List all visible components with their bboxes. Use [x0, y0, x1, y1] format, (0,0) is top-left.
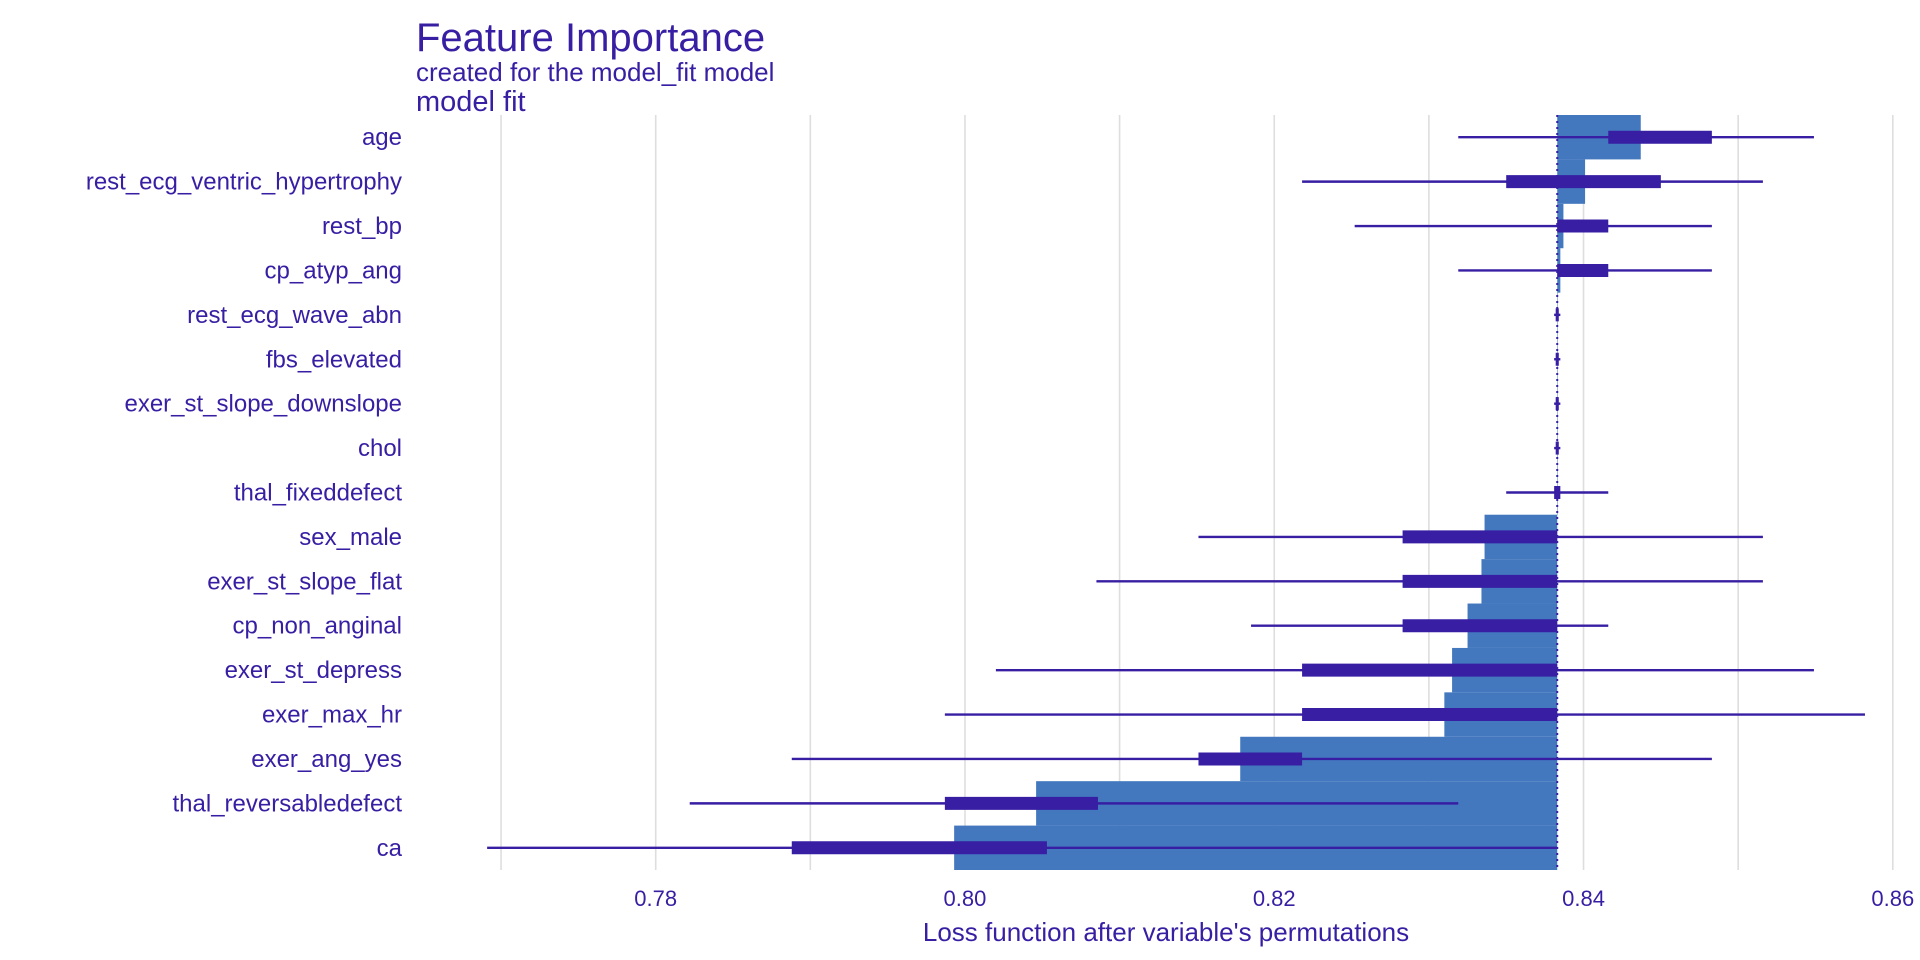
y-label-exer_st_slope_flat: exer_st_slope_flat [207, 568, 402, 595]
y-label-cp_non_anginal: cp_non_anginal [233, 613, 403, 640]
y-label-rest_ecg_wave_abn: rest_ecg_wave_abn [187, 302, 402, 329]
x-tick-2: 0.82 [1253, 886, 1296, 911]
y-label-cp_atyp_ang: cp_atyp_ang [265, 257, 402, 284]
y-label-exer_max_hr: exer_max_hr [262, 702, 402, 729]
y-label-thal_reversabledefect: thal_reversabledefect [173, 790, 403, 817]
chart-title: Feature Importance [416, 16, 765, 60]
y-label-exer_ang_yes: exer_ang_yes [251, 746, 402, 773]
x-tick-1: 0.80 [944, 886, 987, 911]
y-label-ca: ca [377, 835, 403, 862]
x-axis-ticks: 0.78 0.80 0.82 0.84 0.86 [634, 886, 1914, 911]
y-label-exer_st_depress: exer_st_depress [225, 657, 402, 684]
y-label-rest_bp: rest_bp [322, 213, 402, 240]
x-tick-4: 0.86 [1871, 886, 1914, 911]
y-label-fbs_elevated: fbs_elevated [266, 346, 402, 373]
y-label-chol: chol [358, 435, 402, 462]
y-label-age: age [362, 124, 402, 151]
y-label-exer_st_slope_downslope: exer_st_slope_downslope [124, 391, 402, 418]
x-axis-label: Loss function after variable's permutati… [923, 917, 1409, 947]
gridlines [500, 115, 1894, 870]
permutation-whiskers [487, 130, 1865, 855]
chart-subtitle: created for the model_fit model [416, 57, 774, 87]
y-label-sex_male: sex_male [299, 524, 402, 551]
x-tick-3: 0.84 [1562, 886, 1605, 911]
variable-labels: age rest_ecg_ventric_hypertrophy rest_bpcp… [86, 124, 403, 862]
y-label-thal_fixeddefect: thal_fixeddefect [234, 480, 402, 507]
facet-label: model fit [416, 86, 526, 118]
x-tick-0: 0.78 [634, 886, 677, 911]
y-label-rest_ecg_ventric_hypertrophy: rest_ecg_ventric_hypertrophy [86, 169, 402, 196]
